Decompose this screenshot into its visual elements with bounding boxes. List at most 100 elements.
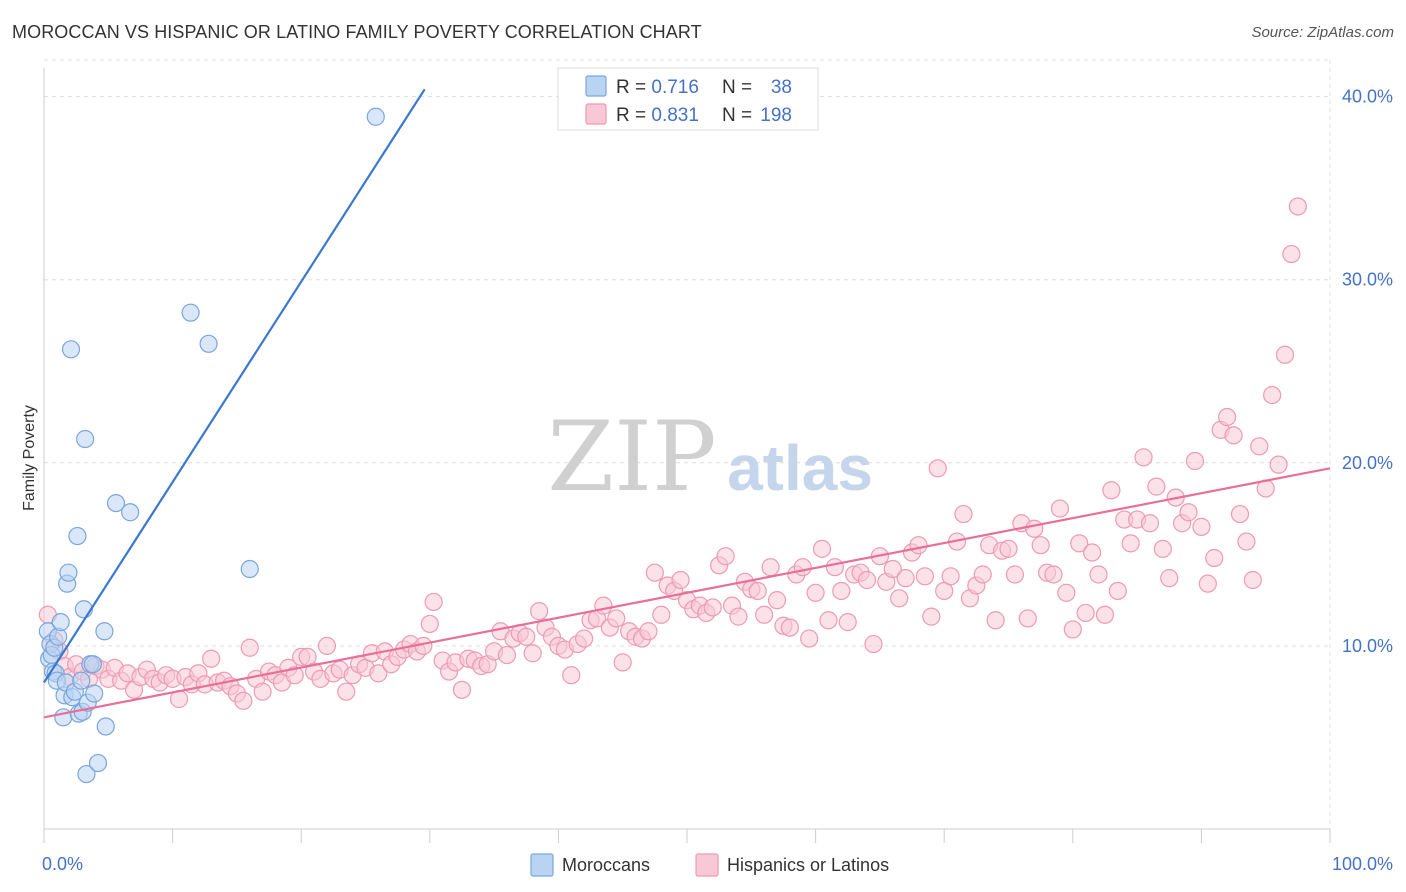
y-tick-label: 30.0% <box>1342 270 1393 290</box>
hispanic-point <box>838 613 857 632</box>
hispanic-point <box>748 581 767 601</box>
legend-r-label: R = <box>616 105 651 126</box>
hispanic-point <box>1269 455 1288 474</box>
hispanic-point <box>864 634 883 654</box>
hispanic-point <box>825 558 844 577</box>
moroccan-trend-line <box>43 88 426 684</box>
legend-r-label: R = <box>616 77 651 98</box>
hispanic-point <box>767 591 787 610</box>
hispanic-point <box>613 653 632 672</box>
moroccan-point <box>121 503 140 522</box>
watermark: ZIP atlas <box>547 401 873 513</box>
y-axis-label: Family Poverty <box>21 405 38 511</box>
hispanic-point <box>1108 581 1127 601</box>
source-label: Source: ZipAtlas.com <box>1251 24 1394 41</box>
legend-r-value: 0.831 <box>651 105 699 126</box>
watermark-atlas: atlas <box>727 432 873 504</box>
moroccan-point <box>72 671 91 690</box>
hispanic-point <box>716 547 735 566</box>
hispanic-point <box>202 649 221 668</box>
moroccan-point <box>106 493 126 513</box>
hispanic-point <box>285 666 304 685</box>
hispanic-point <box>729 607 748 626</box>
legend-swatch-moroccans <box>585 75 607 97</box>
y-tick-label: 10.0% <box>1342 636 1393 656</box>
moroccan-point <box>76 429 95 449</box>
hispanic-point <box>523 644 542 663</box>
moroccan-point <box>366 107 385 126</box>
hispanic-point <box>1218 407 1237 427</box>
hispanic-point <box>1275 345 1295 364</box>
hispanic-point <box>1205 548 1224 568</box>
chart-title: MOROCCAN VS HISPANIC OR LATINO FAMILY PO… <box>12 22 702 42</box>
hispanic-point <box>999 539 1018 558</box>
legend-label-moroccans: Moroccans <box>562 855 650 875</box>
moroccan-point <box>96 717 115 736</box>
hispanic-point <box>909 536 928 555</box>
legend-swatch-moroccans <box>530 853 554 877</box>
hispanic-point <box>1050 499 1070 518</box>
moroccan-point <box>181 303 200 322</box>
hispanic-point <box>497 645 517 665</box>
axes <box>43 68 1331 843</box>
legend-swatch-hispanics <box>585 103 607 125</box>
hispanic-point <box>1198 574 1217 593</box>
hispanic-point <box>1102 481 1121 500</box>
svg-text:N =: N = <box>722 77 752 98</box>
hispanic-point <box>1147 477 1166 496</box>
moroccan-point <box>77 764 96 784</box>
moroccan-point <box>68 526 87 546</box>
moroccan-point <box>88 753 108 773</box>
legend-label-hispanics: Hispanics or Latinos <box>727 855 889 875</box>
hispanic-trend-line <box>43 467 1331 719</box>
hispanic-point <box>755 605 774 624</box>
hispanic-point <box>337 682 356 701</box>
trend-lines <box>43 88 1331 719</box>
hispanic-point <box>1237 532 1256 551</box>
hispanic-point <box>1057 583 1076 602</box>
y-tick-label: 40.0% <box>1342 87 1393 107</box>
moroccan-point <box>85 684 104 703</box>
hispanic-point <box>1063 620 1082 639</box>
hispanic-point <box>890 589 909 608</box>
hispanic-point <box>594 596 613 615</box>
hispanic-point <box>1263 385 1282 405</box>
hispanic-point <box>1031 536 1050 555</box>
hispanic-point <box>928 459 947 478</box>
hispanic-point <box>941 567 960 586</box>
hispanic-point <box>761 558 780 577</box>
hispanic-point <box>1082 543 1102 562</box>
hispanic-point <box>1005 565 1025 584</box>
hispanic-point <box>1243 570 1262 590</box>
hispanic-point <box>857 570 877 590</box>
hispanic-point <box>780 618 799 637</box>
x-tick-label: 100.0% <box>1332 854 1393 874</box>
hispanic-point <box>1018 609 1037 628</box>
moroccan-points <box>38 107 385 784</box>
hispanic-point <box>1250 437 1269 456</box>
hispanic-point <box>1140 514 1160 533</box>
hispanic-point <box>1160 569 1179 588</box>
moroccan-point <box>95 622 114 641</box>
hispanic-point <box>562 666 581 685</box>
hispanic-point <box>1070 534 1089 553</box>
svg-text:N =: N = <box>722 105 752 126</box>
hispanic-point <box>1095 605 1115 624</box>
moroccan-point <box>240 559 259 579</box>
hispanic-point <box>1044 565 1063 584</box>
moroccan-point <box>83 655 102 674</box>
hispanic-point <box>1230 504 1250 524</box>
legend-n-label: N = <box>722 77 752 98</box>
hispanic-point <box>607 609 626 628</box>
moroccan-point <box>59 563 78 582</box>
hispanic-point <box>1134 448 1153 467</box>
y-tick-label: 20.0% <box>1342 453 1393 473</box>
hispanic-point <box>973 565 992 584</box>
hispanic-point <box>645 563 664 582</box>
watermark-zip: ZIP <box>547 401 716 513</box>
x-tick-label: 0.0% <box>42 854 83 874</box>
moroccan-point <box>199 334 218 353</box>
tick-labels: 10.0% 20.0% 30.0% 40.0% 0.0% 100.0% <box>42 87 1393 874</box>
legend-n-label: N = <box>722 105 752 126</box>
